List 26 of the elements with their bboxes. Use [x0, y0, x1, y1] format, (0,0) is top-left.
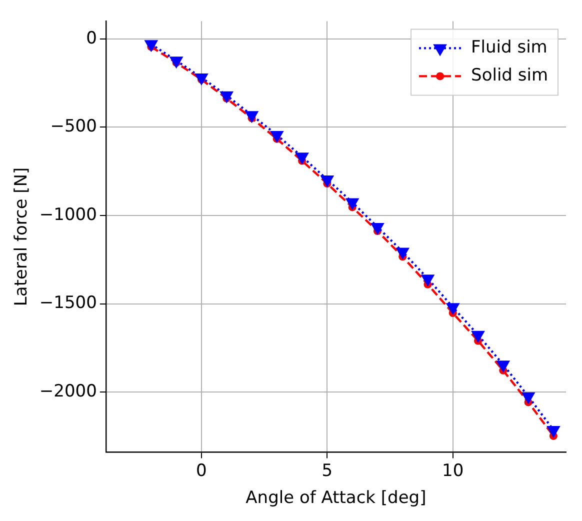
point: [370, 222, 384, 235]
point: [194, 74, 208, 86]
point: [420, 274, 435, 287]
y-axis-title: Lateral force [N]: [12, 167, 32, 306]
point: [320, 175, 334, 188]
point: [244, 111, 259, 124]
legend-label: Fluid sim: [471, 38, 548, 58]
point: [396, 248, 410, 260]
point: [220, 91, 234, 104]
y-tick-label: −1000: [39, 204, 97, 225]
point: [295, 152, 309, 165]
y-tick-label: 0: [86, 28, 97, 48]
y-tick-label: −1500: [39, 293, 97, 314]
point: [270, 130, 284, 143]
point: [169, 56, 184, 69]
legend-label: Solid sim: [471, 66, 548, 86]
x-axis-title: Angle of Attack [deg]: [246, 488, 426, 508]
y-tick-label: −2000: [39, 382, 97, 402]
point: [345, 198, 360, 210]
x-tick-label: 10: [442, 460, 464, 481]
y-tick-label: −500: [50, 116, 97, 137]
point: [471, 330, 485, 343]
x-tick-label: 5: [322, 460, 333, 481]
point: [446, 303, 460, 316]
x-tick-label: 0: [196, 460, 207, 481]
point: [144, 40, 158, 52]
